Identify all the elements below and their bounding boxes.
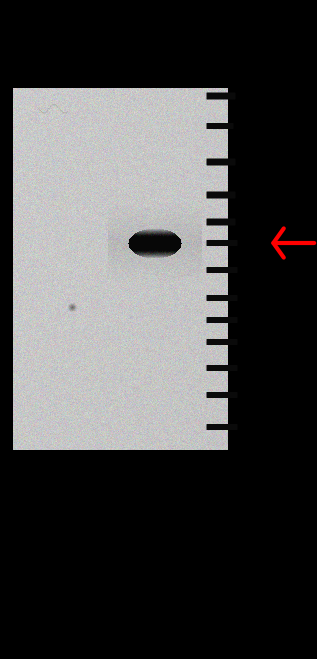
- FancyBboxPatch shape: [206, 240, 237, 246]
- FancyBboxPatch shape: [206, 424, 237, 430]
- FancyBboxPatch shape: [206, 339, 237, 345]
- FancyBboxPatch shape: [206, 392, 237, 398]
- FancyBboxPatch shape: [206, 317, 237, 323]
- FancyBboxPatch shape: [206, 365, 237, 371]
- FancyBboxPatch shape: [206, 123, 234, 129]
- FancyBboxPatch shape: [206, 92, 236, 100]
- FancyBboxPatch shape: [206, 267, 237, 273]
- FancyBboxPatch shape: [206, 159, 236, 165]
- FancyBboxPatch shape: [206, 192, 236, 198]
- FancyBboxPatch shape: [206, 295, 237, 301]
- FancyBboxPatch shape: [206, 219, 236, 225]
